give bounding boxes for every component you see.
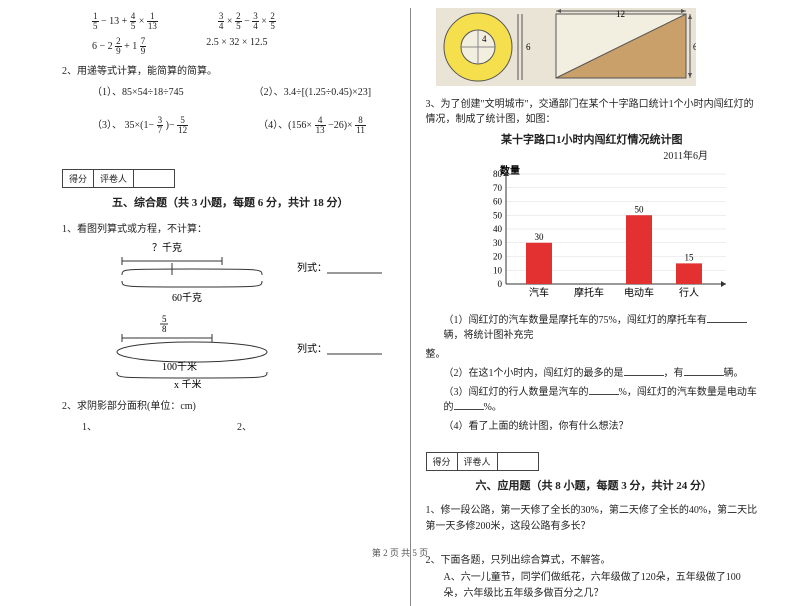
sub-q3: （3）闯红灯的行人数量是汽车的%，闯红灯的汽车数量是电动车的%。: [444, 383, 759, 413]
score-box-5: 得分评卷人: [62, 169, 175, 188]
expression-row-2: 6 − 2 29 + 1 79 2.5 × 32 × 12.5: [92, 37, 395, 56]
chart-title: 某十字路口1小时内闯红灯情况统计图: [426, 131, 759, 147]
svg-text:6: 6: [526, 42, 531, 52]
sub-2: 2、: [237, 418, 252, 433]
svg-text:70: 70: [493, 183, 503, 193]
svg-text:50: 50: [493, 210, 503, 220]
sub-1: 1、: [82, 418, 97, 433]
svg-text:5: 5: [162, 314, 167, 324]
svg-text:20: 20: [493, 252, 503, 262]
expression-row-1: 15 − 13 + 45 × 113 34 × 25 − 34 × 25: [92, 12, 395, 31]
svg-text:6: 6: [693, 42, 696, 52]
sub-q1: （1）闯红灯的汽车数量是摩托车的75%，闯红灯的摩托车有辆，将统计图补充完: [444, 311, 759, 341]
svg-text:x 千米: x 千米: [174, 378, 202, 388]
svg-text:12: 12: [616, 9, 625, 19]
svg-text:？千克: ？千克: [152, 242, 182, 254]
q2-2: （2）、3.4÷[(1.25÷0.45)×23]: [254, 83, 371, 98]
diagram-1: ？千克 60千克 列式：: [102, 241, 395, 308]
sec6-q1: 1、修一段公路，第一天修了全长的30%，第二天修了全长的40%，第二天比第一天多…: [426, 503, 759, 535]
section-5-title: 五、综合题（共 3 小题，每题 6 分，共计 18 分）: [112, 194, 349, 210]
expr-1b: 34 × 25 − 34 × 25: [218, 12, 276, 31]
sec5-q2: 2、求阴影部分面积(单位：cm): [62, 397, 395, 412]
bar-chart: 数量 0 10 20 30 40 50 60 70 80 30 汽车 摩托车 50 电动车 15 行人: [466, 164, 759, 307]
svg-text:数量: 数量: [500, 164, 520, 177]
q3-text: 3、为了创建"文明城市"，交通部门在某个十字路口统计1个小时内闯红灯的情况，制成…: [426, 97, 759, 127]
svg-text:行人: 行人: [679, 286, 699, 299]
svg-text:列式：: 列式：: [297, 342, 327, 355]
diagram-2: 5 8 100千米 x 千米 列式：: [102, 314, 395, 391]
expr-2a: 6 − 2 29 + 1 79: [92, 37, 146, 56]
svg-text:30: 30: [493, 238, 503, 248]
q2-title: 2、用递等式计算，能简算的简算。: [62, 62, 395, 77]
svg-text:摩托车: 摩托车: [574, 286, 604, 299]
sub-q4: （4）看了上面的统计图，你有什么想法？: [444, 417, 759, 432]
svg-text:40: 40: [493, 224, 503, 234]
svg-text:0: 0: [497, 279, 502, 289]
score-box-6: 得分评卷人: [426, 452, 539, 471]
svg-text:15: 15: [684, 252, 694, 262]
sub-q2: （2）在这1个小时内，闯红灯的最多的是，有辆。: [444, 364, 759, 379]
sec5-q1: 1、看图列算式或方程，不计算：: [62, 220, 395, 235]
svg-text:100千米: 100千米: [162, 360, 197, 373]
svg-text:80: 80: [493, 169, 503, 179]
svg-text:电动车: 电动车: [624, 286, 654, 299]
sec6-q2a: A、六一儿童节，同学们做纸花，六年级做了120朵，五年级做了100朵，六年级比五…: [444, 570, 759, 602]
q2-4: （4）、(156× 413 −26)× 811: [258, 116, 366, 135]
page-footer: 第 2 页 共 5 页: [0, 546, 800, 559]
svg-text:10: 10: [493, 265, 503, 275]
expr-2b: 2.5 × 32 × 12.5: [206, 37, 267, 56]
svg-text:汽车: 汽车: [529, 286, 549, 299]
sub-q1-cont: 整。: [426, 345, 759, 360]
svg-text:50: 50: [634, 204, 644, 214]
svg-text:列式：: 列式：: [297, 261, 327, 274]
svg-text:60千克: 60千克: [172, 292, 202, 304]
svg-text:4: 4: [482, 34, 487, 44]
chart-date: 2011年6月: [426, 147, 709, 162]
expr-1a: 15 − 13 + 45 × 113: [92, 12, 158, 31]
q2-1: （1）、85×54÷18÷745: [92, 83, 184, 98]
svg-text:8: 8: [162, 324, 167, 334]
section-6-title: 六、应用题（共 8 小题，每题 3 分，共计 24 分）: [476, 477, 713, 493]
svg-text:30: 30: [534, 232, 544, 242]
cylinder-diagram: 4 6 12 6: [436, 8, 759, 89]
q2-3: （3）、 35×(1− 37 )− 512: [92, 116, 188, 135]
svg-text:60: 60: [493, 197, 503, 207]
